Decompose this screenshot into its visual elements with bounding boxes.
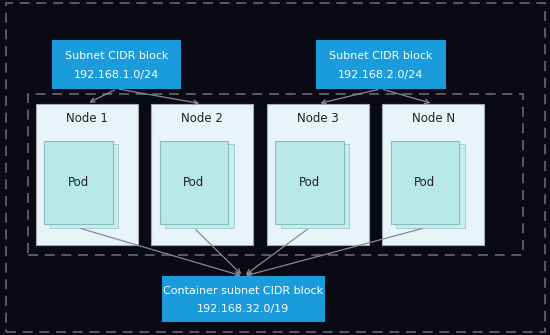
Bar (275, 141, 344, 224)
Text: Pod: Pod (299, 176, 320, 189)
Bar (44, 141, 113, 224)
Bar (382, 104, 484, 245)
Bar (165, 144, 234, 228)
Bar (160, 141, 228, 224)
Text: Node 2: Node 2 (181, 112, 223, 125)
Text: Pod: Pod (414, 176, 436, 189)
Bar (396, 144, 465, 228)
Text: 192.168.32.0/19: 192.168.32.0/19 (197, 304, 289, 314)
Bar (50, 144, 118, 228)
Bar (280, 144, 349, 228)
Text: Container subnet CIDR block: Container subnet CIDR block (163, 286, 323, 296)
Bar (52, 40, 182, 89)
Text: Pod: Pod (68, 176, 89, 189)
Bar (36, 104, 138, 245)
Text: Pod: Pod (183, 176, 205, 189)
Bar (28, 94, 522, 255)
Text: Node 1: Node 1 (65, 112, 108, 125)
Bar (390, 141, 459, 224)
Text: 192.168.1.0/24: 192.168.1.0/24 (74, 70, 160, 80)
Bar (162, 276, 324, 322)
Bar (151, 104, 253, 245)
Text: Node N: Node N (411, 112, 455, 125)
Bar (316, 40, 446, 89)
Text: Subnet CIDR block: Subnet CIDR block (329, 51, 432, 61)
Text: 192.168.2.0/24: 192.168.2.0/24 (338, 70, 424, 80)
Text: Subnet CIDR block: Subnet CIDR block (65, 51, 168, 61)
Bar (267, 104, 368, 245)
Text: Node 3: Node 3 (297, 112, 338, 125)
